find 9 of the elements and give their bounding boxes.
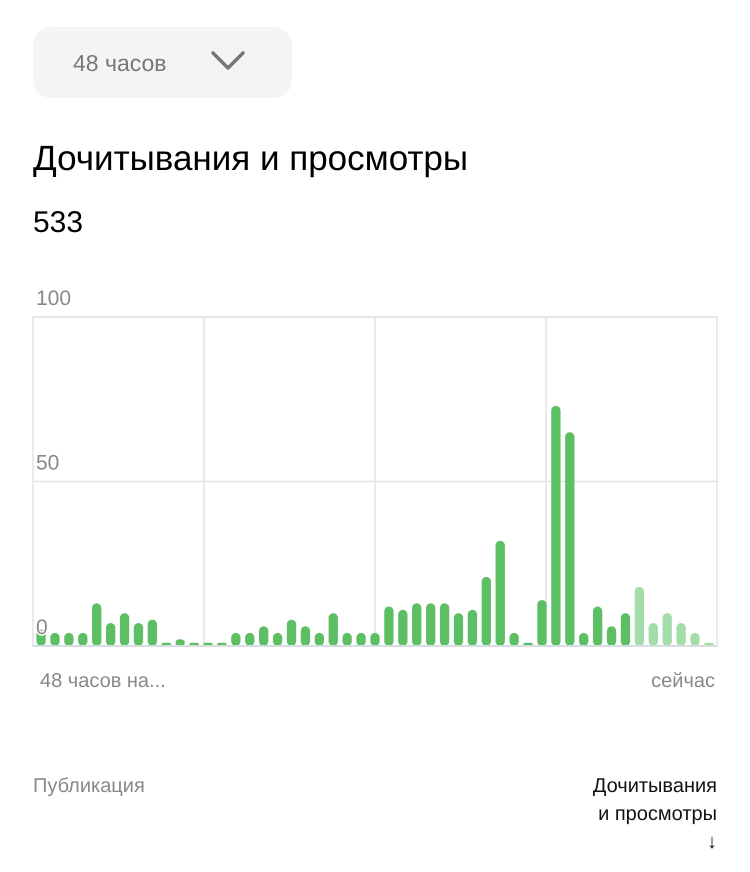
text: сейчас [651, 670, 715, 692]
text: 48 часов [73, 50, 167, 76]
y-tick-label: 100 [36, 287, 72, 310]
text: Дочитывания и просмотры ↓ [592, 775, 717, 853]
y-tick-label: 50 [36, 452, 60, 474]
text: Публикация [33, 775, 145, 797]
chart-title: Дочитывания и просмотры [33, 139, 468, 178]
chart-subtitle: 533 [33, 206, 84, 239]
text: 48 часов на... [40, 670, 166, 692]
